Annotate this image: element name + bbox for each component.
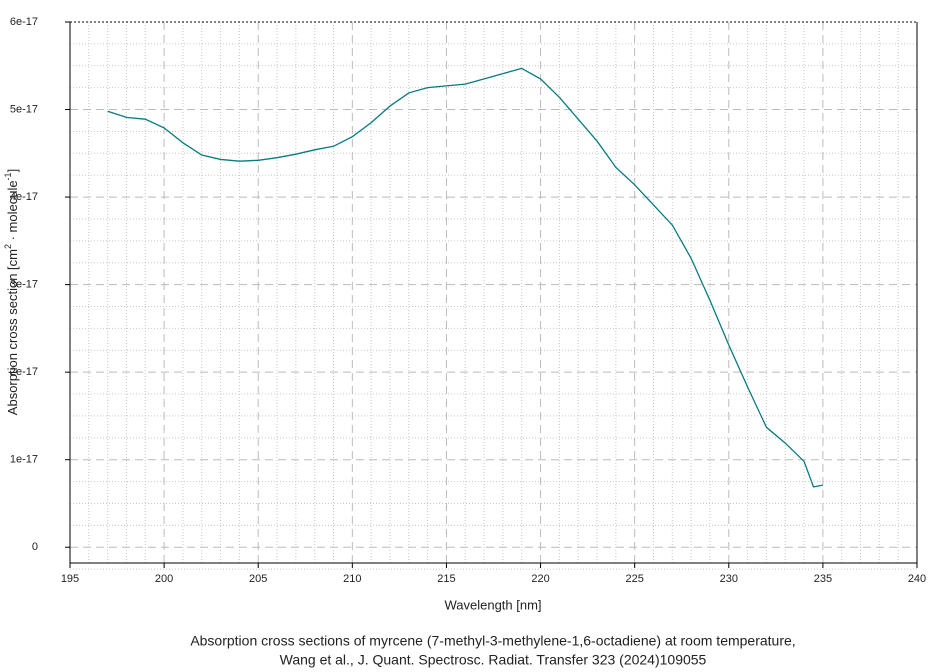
x-tick-label: 215 bbox=[437, 573, 455, 585]
y-axis-label-part: ] bbox=[5, 169, 20, 173]
y-tick-label: 1e-17 bbox=[10, 454, 38, 466]
x-tick-label: 205 bbox=[249, 573, 267, 585]
x-tick-label: 230 bbox=[720, 573, 738, 585]
y-axis-label-part: -1 bbox=[3, 172, 13, 180]
data-line bbox=[107, 67, 824, 488]
y-tick-label: 0 bbox=[32, 541, 38, 553]
x-tick-label: 235 bbox=[814, 573, 832, 585]
x-tick-label: 210 bbox=[343, 573, 361, 585]
x-tick-label: 225 bbox=[625, 573, 643, 585]
y-tick-label: 3e-17 bbox=[10, 279, 38, 291]
x-tick-label: 220 bbox=[531, 573, 549, 585]
x-axis-label: Wavelength [nm] bbox=[444, 597, 541, 612]
y-axis-label: Absorption cross section [cm2 · molecule… bbox=[3, 169, 20, 415]
caption-line: Absorption cross sections of myrcene (7-… bbox=[190, 633, 795, 649]
y-tick-label: 2e-17 bbox=[10, 366, 38, 378]
y-tick-label: 4e-17 bbox=[10, 191, 38, 203]
y-axis-label-part: 2 bbox=[3, 244, 13, 249]
y-tick-label: 5e-17 bbox=[10, 103, 38, 115]
y-axis-label-part: · molecule bbox=[5, 180, 20, 244]
x-tick-label: 200 bbox=[155, 573, 173, 585]
y-tick-label: 6e-17 bbox=[10, 16, 38, 28]
grid bbox=[70, 22, 917, 570]
x-tick-label: 195 bbox=[61, 573, 79, 585]
x-tick-label: 240 bbox=[908, 573, 926, 585]
y-axis-label-part: Absorption cross section [cm bbox=[5, 249, 20, 415]
caption-line: Wang et al., J. Quant. Spectrosc. Radiat… bbox=[280, 652, 707, 668]
